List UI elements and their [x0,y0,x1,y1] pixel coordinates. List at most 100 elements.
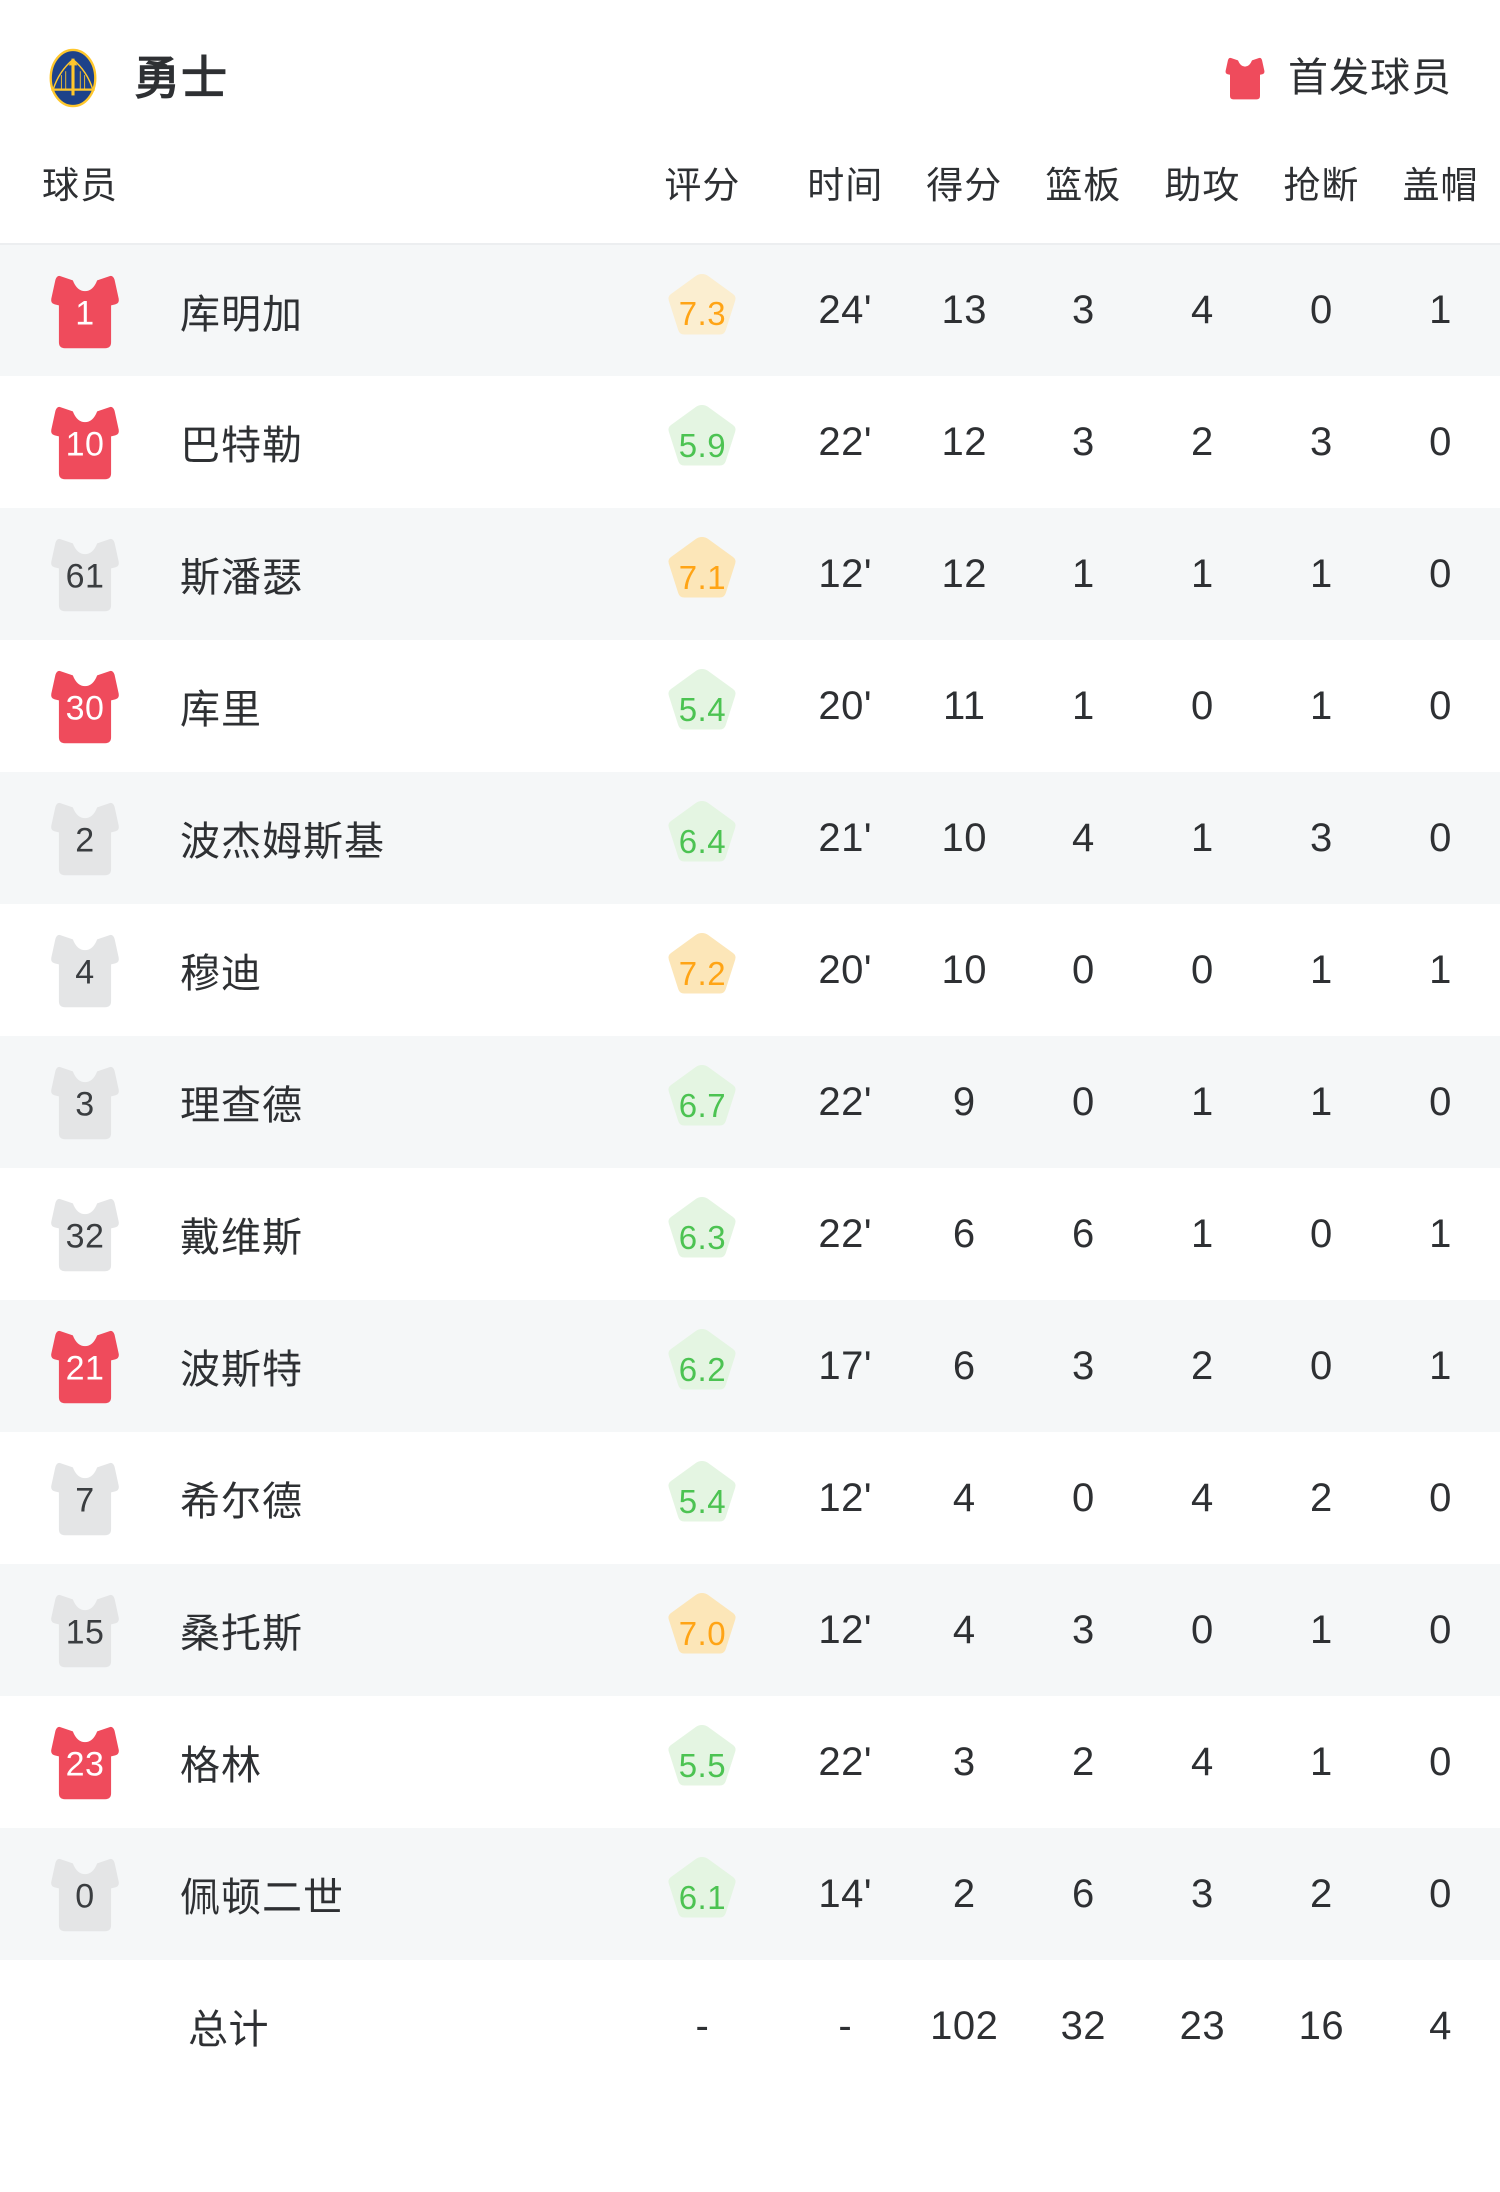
blocks-cell: 0 [1429,1871,1452,1916]
rebounds-cell: 6 [1071,1211,1095,1256]
table-row[interactable]: 10 巴特勒 5.9 22' 12 3 2 3 0 [0,376,1500,508]
player-cell[interactable]: 15 桑托斯 [0,1564,619,1696]
table-row[interactable]: 23 格林 5.5 22' 3 2 4 1 0 [0,1696,1500,1828]
jersey-icon: 61 [42,531,128,617]
points-cell: 6 [952,1343,976,1388]
starters-legend: 首发球员 [1224,55,1452,101]
blocks-cell: 0 [1429,1475,1452,1520]
player-name: 佩顿二世 [180,1876,344,1920]
player-cell[interactable]: 1 库明加 [0,244,619,376]
minutes-cell: 21' [818,815,873,860]
steals-cell: 1 [1310,947,1333,992]
rating-badge: 6.4 [659,795,745,881]
minutes-cell: 20' [818,947,873,992]
assists-cell: 4 [1190,1739,1214,1784]
assists-cell: 2 [1190,419,1214,464]
jersey-icon: 4 [42,927,128,1013]
steals-cell: 0 [1310,1343,1333,1388]
rating-cell: 5.4 [619,640,786,772]
table-row[interactable]: 2 波杰姆斯基 6.4 21' 10 4 1 3 0 [0,772,1500,904]
blocks-cell: 1 [1429,1343,1452,1388]
blocks-cell: 1 [1429,1211,1452,1256]
rebounds-cell: 0 [1071,1079,1095,1124]
column-header-rebounds[interactable]: 篮板 [1045,165,1122,206]
blocks-cell: 0 [1429,419,1452,464]
jersey-icon: 3 [42,1059,128,1145]
steals-cell: 1 [1310,1079,1333,1124]
blocks-cell: 0 [1429,683,1452,728]
column-header-blocks[interactable]: 盖帽 [1402,165,1479,206]
minutes-cell: 12' [818,1607,873,1652]
boxscore-table: 球员 评分 时间 得分 篮板 助攻 抢断 盖帽 1 库明加 7.3 24' 13 3 4 0 1… [0,155,1500,2092]
points-cell: 10 [941,815,988,860]
player-cell[interactable]: 4 穆迪 [0,904,619,1036]
minutes-cell: 22' [818,1739,873,1784]
player-identity: 3 理查德 [42,1059,619,1145]
table-row[interactable]: 21 波斯特 6.2 17' 6 3 2 0 1 [0,1300,1500,1432]
blocks-cell: 0 [1429,815,1452,860]
rating-badge: 5.9 [659,399,745,485]
points-cell: 6 [952,1211,976,1256]
rebounds-cell: 3 [1071,1607,1095,1652]
total-steals: 16 [1298,2003,1345,2048]
table-row[interactable]: 4 穆迪 7.2 20' 10 0 0 1 1 [0,904,1500,1036]
points-cell: 12 [941,419,988,464]
column-header-rating[interactable]: 评分 [664,165,741,206]
player-cell[interactable]: 0 佩顿二世 [0,1828,619,1960]
steals-cell: 1 [1310,1739,1333,1784]
player-cell[interactable]: 2 波杰姆斯基 [0,772,619,904]
player-cell[interactable]: 21 波斯特 [0,1300,619,1432]
jersey-number: 15 [65,1613,105,1652]
player-cell[interactable]: 10 巴特勒 [0,376,619,508]
player-cell[interactable]: 3 理查德 [0,1036,619,1168]
player-cell[interactable]: 61 斯潘瑟 [0,508,619,640]
blocks-cell: 1 [1429,288,1452,332]
column-header-assists[interactable]: 助攻 [1164,165,1241,206]
player-cell[interactable]: 7 希尔德 [0,1432,619,1564]
table-body: 1 库明加 7.3 24' 13 3 4 0 1 10 巴特勒 5.9 22' 12 3 2 3 0 61 斯潘瑟 7.… [0,244,1500,2092]
player-identity: 4 穆迪 [42,927,619,1013]
rating-cell: 5.9 [619,376,786,508]
player-identity: 23 格林 [42,1719,619,1805]
rating-badge: 5.5 [659,1719,745,1805]
rating-cell: 7.3 [619,244,786,376]
jersey-number: 23 [65,1745,105,1784]
rating-cell: 7.1 [619,508,786,640]
player-cell[interactable]: 32 戴维斯 [0,1168,619,1300]
table-row[interactable]: 1 库明加 7.3 24' 13 3 4 0 1 [0,244,1500,376]
column-header-points[interactable]: 得分 [926,165,1003,206]
minutes-cell: 12' [818,551,873,596]
rebounds-cell: 4 [1071,815,1095,860]
steals-cell: 1 [1310,551,1333,596]
steals-cell: 1 [1310,1607,1333,1652]
rating-value: 6.1 [678,1878,727,1916]
player-cell[interactable]: 30 库里 [0,640,619,772]
rebounds-cell: 1 [1071,683,1095,728]
jersey-icon: 10 [42,399,128,485]
table-row[interactable]: 61 斯潘瑟 7.1 12' 12 1 1 1 0 [0,508,1500,640]
table-row[interactable]: 30 库里 5.4 20' 11 1 0 1 0 [0,640,1500,772]
column-header-minutes[interactable]: 时间 [807,165,884,206]
rating-cell: 5.4 [619,1432,786,1564]
jersey-icon: 30 [42,663,128,749]
table-row[interactable]: 7 希尔德 5.4 12' 4 0 4 2 0 [0,1432,1500,1564]
rating-value: 7.2 [678,954,727,992]
column-header-player[interactable]: 球员 [42,165,118,206]
rating-cell: 6.2 [619,1300,786,1432]
minutes-cell: 20' [818,683,873,728]
rating-value: 5.4 [678,690,727,728]
column-header-steals[interactable]: 抢断 [1283,165,1360,206]
team-identity: 勇士 [42,47,228,109]
table-row[interactable]: 0 佩顿二世 6.1 14' 2 6 3 2 0 [0,1828,1500,1960]
rebounds-cell: 3 [1071,1343,1095,1388]
player-name: 戴维斯 [180,1216,303,1260]
table-row[interactable]: 3 理查德 6.7 22' 9 0 1 1 0 [0,1036,1500,1168]
table-header-row: 球员 评分 时间 得分 篮板 助攻 抢断 盖帽 [0,155,1500,244]
team-name: 勇士 [134,51,228,104]
rating-cell: 6.3 [619,1168,786,1300]
table-row[interactable]: 32 戴维斯 6.3 22' 6 6 1 0 1 [0,1168,1500,1300]
table-row[interactable]: 15 桑托斯 7.0 12' 4 3 0 1 0 [0,1564,1500,1696]
player-name: 斯潘瑟 [180,556,303,600]
player-name: 波斯特 [180,1348,303,1392]
player-cell[interactable]: 23 格林 [0,1696,619,1828]
